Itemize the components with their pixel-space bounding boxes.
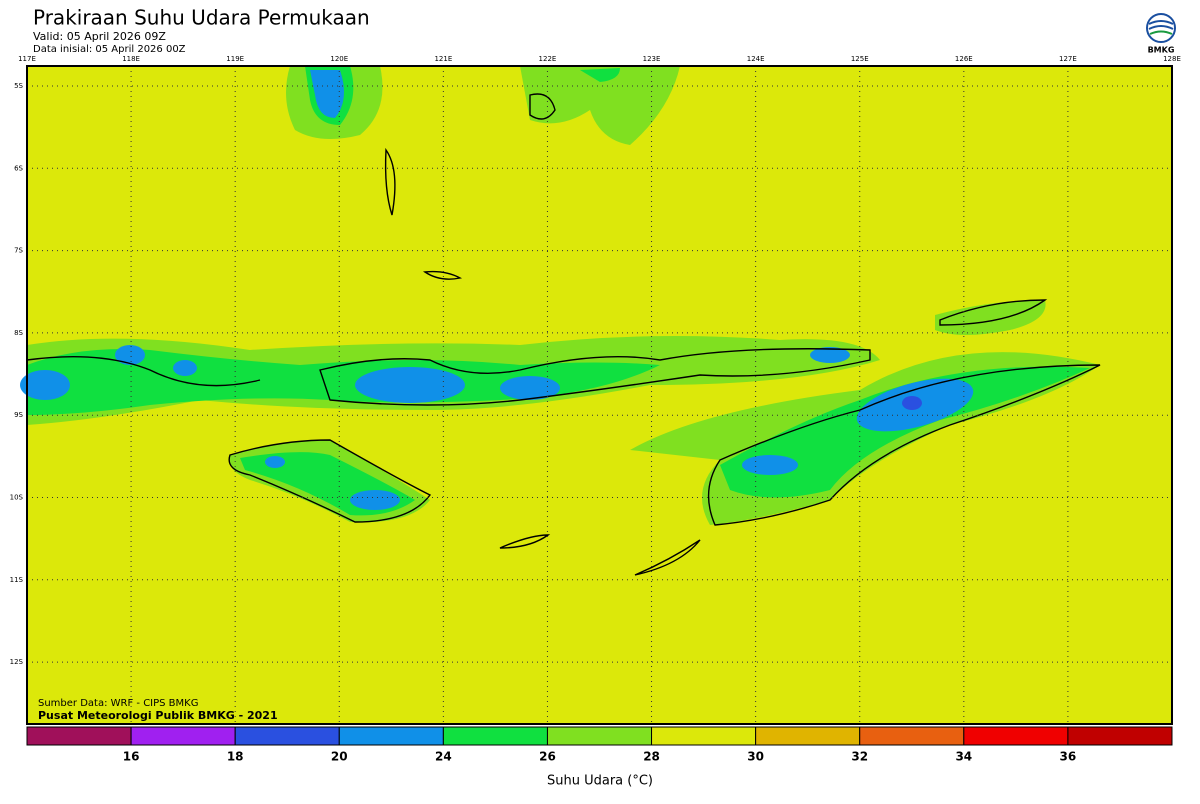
longitude-label: 123E (643, 55, 661, 63)
colorbar-label: 18 (227, 750, 244, 764)
longitude-label: 127E (1059, 55, 1077, 63)
colorbar-label: 20 (331, 750, 348, 764)
colorbar-label: 32 (851, 750, 868, 764)
colorbar-swatch (442, 726, 548, 746)
colorbar-swatch (338, 726, 444, 746)
latitude-label: 12S (10, 658, 24, 666)
colorbar-swatch (130, 726, 236, 746)
coastlines (26, 93, 1101, 576)
longitude-label: 126E (955, 55, 973, 63)
colorbar-label: 34 (955, 750, 972, 764)
title: Prakiraan Suhu Udara Permukaan (33, 6, 370, 30)
colorbar-swatch (26, 726, 132, 746)
colorbar-label: 26 (539, 750, 556, 764)
colorbar-label: 16 (123, 750, 140, 764)
colorbar-label: 28 (643, 750, 660, 764)
latitude-label: 6S (14, 164, 23, 172)
map-frame (26, 65, 1173, 725)
colorbar-label: 24 (435, 750, 452, 764)
longitude-label: 124E (747, 55, 765, 63)
longitude-label: 117E (18, 55, 36, 63)
longitude-label: 128E (1163, 55, 1181, 63)
logo-text: BMKG (1148, 46, 1175, 55)
colorbar-swatch (755, 726, 861, 746)
longitude-label: 120E (330, 55, 348, 63)
longitude-label: 122E (539, 55, 557, 63)
logo: BMKG (1146, 13, 1176, 55)
longitude-label: 121E (434, 55, 452, 63)
colorbar-swatch (234, 726, 340, 746)
colorbar: 16 18 20 24 26 28 30 32 34 36 (26, 726, 1173, 764)
colorbar-label: 30 (747, 750, 764, 764)
initial-time: Data inisial: 05 April 2026 00Z (33, 44, 186, 55)
latitude-label: 9S (14, 411, 23, 419)
colorbar-swatch (1067, 726, 1173, 746)
latitude-label: 7S (14, 247, 23, 255)
graticule: 117E 118E 119E 120E 121E 122E 123E 124E 125E 126E… (10, 55, 1181, 724)
latitude-label: 10S (10, 494, 24, 502)
latitude-label: 8S (14, 329, 23, 337)
colorbar-label: 36 (1060, 750, 1077, 764)
colorbar-title: Suhu Udara (°C) (547, 774, 653, 789)
temperature-fields (20, 66, 1100, 525)
valid-time: Valid: 05 April 2026 09Z (33, 30, 166, 43)
credit-text: Pusat Meteorologi Publik BMKG - 2021 (38, 709, 278, 722)
longitude-label: 118E (122, 55, 140, 63)
colorbar-swatch (546, 726, 653, 746)
latitude-label: 5S (14, 82, 23, 90)
colorbar-swatch (651, 726, 757, 746)
colorbar-swatch (859, 726, 965, 746)
latitude-label: 11S (10, 576, 24, 584)
colorbar-swatch (963, 726, 1069, 746)
longitude-label: 119E (226, 55, 244, 63)
longitude-label: 125E (851, 55, 869, 63)
source-text: Sumber Data: WRF - CIPS BMKG (38, 698, 198, 709)
